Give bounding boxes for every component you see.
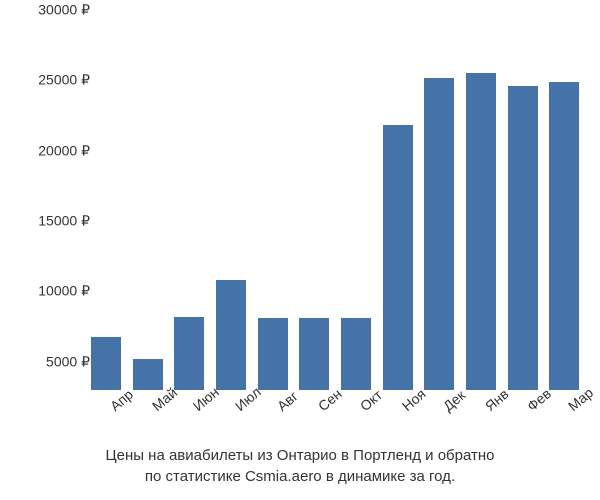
x-tick-label: Окт [357,402,367,414]
bar [258,318,288,390]
price-chart [85,10,585,390]
x-tick-label: Июн [190,402,200,414]
bar [466,73,496,390]
x-tick-label: Май [148,402,158,414]
bar [133,359,163,390]
y-tick-label: 5000 ₽ [46,353,90,370]
x-tick-label: Ноя [398,402,408,414]
bar [299,318,329,390]
x-tick-label: Фев [523,402,533,414]
bar [383,125,413,390]
y-tick-label: 30000 ₽ [38,2,90,19]
bar [508,86,538,390]
y-tick-label: 20000 ₽ [38,142,90,159]
x-tick-label: Мар [565,402,575,414]
bar [424,78,454,390]
x-tick-label: Сен [315,402,325,414]
x-tick-label: Июл [232,402,242,414]
x-tick-label: Авг [273,402,283,414]
y-tick-label: 25000 ₽ [38,72,90,89]
bar [174,317,204,390]
x-tick-label: Дек [440,402,450,414]
chart-caption: Цены на авиабилеты из Онтарио в Портленд… [0,445,600,487]
x-tick-label: Янв [482,402,492,414]
bar [341,318,371,390]
bar [549,82,579,390]
bar [216,280,246,390]
caption-line-2: по статистике Csmia.aero в динамике за г… [0,466,600,487]
bar [91,337,121,390]
plot-area [85,10,585,390]
caption-line-1: Цены на авиабилеты из Онтарио в Портленд… [0,445,600,466]
x-tick-label: Апр [107,402,117,414]
y-tick-label: 15000 ₽ [38,213,90,230]
y-tick-label: 10000 ₽ [38,283,90,300]
